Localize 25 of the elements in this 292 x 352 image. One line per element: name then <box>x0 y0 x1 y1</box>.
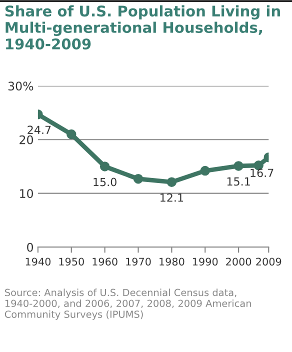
data-label: 15.0 <box>94 178 116 186</box>
point <box>133 174 144 184</box>
chart-title: Share of U.S. Population Living in Multi-generational Households, 1940-2009 <box>5 5 280 50</box>
source-note: Source: Analysis of U.S. Decennial Census data, 1940-2000, and 2006, 2007, 2008, 2009 American Community Surveys (IPUMS) <box>4 288 251 320</box>
point <box>100 162 110 172</box>
y-tick-label: 20 <box>20 135 34 144</box>
x-tick-label: 1940 <box>26 258 51 266</box>
data-label: 15.1 <box>227 177 250 186</box>
y-tick-label: 10 <box>20 189 34 198</box>
x-tick-label: 1970 <box>126 258 151 266</box>
x-tick-label: 2009 <box>256 258 282 266</box>
data-label: 12.1 <box>160 193 184 202</box>
x-tick-label: 1960 <box>92 258 118 266</box>
x-tick-label: 1980 <box>160 258 184 266</box>
point <box>166 177 177 187</box>
y-tick-label: 30% <box>8 82 34 91</box>
x-tick-label: 1950 <box>59 258 84 266</box>
x-tick-label: 1990 <box>193 258 218 266</box>
point <box>234 161 244 171</box>
point <box>200 166 210 176</box>
x-tick-label: 2000 <box>226 258 252 266</box>
point <box>66 129 76 140</box>
data-label: 24.7 <box>28 126 51 134</box>
data-label: 16.7 <box>250 168 274 178</box>
y-tick-label: 0 <box>27 242 34 252</box>
